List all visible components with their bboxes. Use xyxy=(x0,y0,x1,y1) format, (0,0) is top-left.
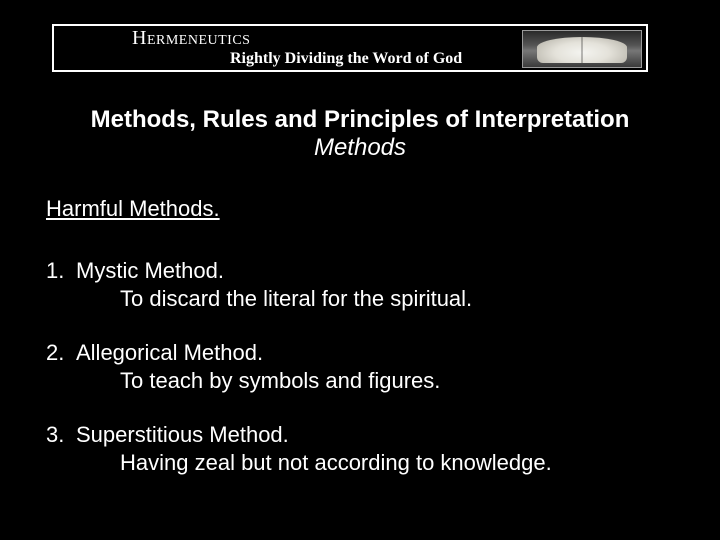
open-book-icon xyxy=(522,30,642,68)
section-heading: Harmful Methods. xyxy=(46,196,220,222)
item-number: 1. xyxy=(46,258,76,284)
list-item: 2.Allegorical Method. To teach by symbol… xyxy=(46,340,440,394)
item-title: Superstitious Method. xyxy=(76,422,289,447)
header-box: Hermeneutics Rightly Dividing the Word o… xyxy=(52,24,648,72)
list-item: 3.Superstitious Method. Having zeal but … xyxy=(46,422,552,476)
item-title-line: 3.Superstitious Method. xyxy=(46,422,552,448)
item-description: To discard the literal for the spiritual… xyxy=(120,286,472,312)
header-title: Hermeneutics xyxy=(132,27,250,50)
item-description: To teach by symbols and figures. xyxy=(120,368,440,394)
item-description: Having zeal but not according to knowled… xyxy=(120,450,552,476)
header-subtitle: Rightly Dividing the Word of God xyxy=(230,50,462,68)
item-number: 2. xyxy=(46,340,76,366)
main-title: Methods, Rules and Principles of Interpr… xyxy=(0,106,720,134)
item-title-line: 2.Allegorical Method. xyxy=(46,340,440,366)
item-title: Mystic Method. xyxy=(76,258,224,283)
main-subtitle: Methods xyxy=(0,134,720,162)
item-title-line: 1.Mystic Method. xyxy=(46,258,472,284)
item-number: 3. xyxy=(46,422,76,448)
slide: Hermeneutics Rightly Dividing the Word o… xyxy=(0,0,720,540)
item-title: Allegorical Method. xyxy=(76,340,263,365)
list-item: 1.Mystic Method. To discard the literal … xyxy=(46,258,472,312)
